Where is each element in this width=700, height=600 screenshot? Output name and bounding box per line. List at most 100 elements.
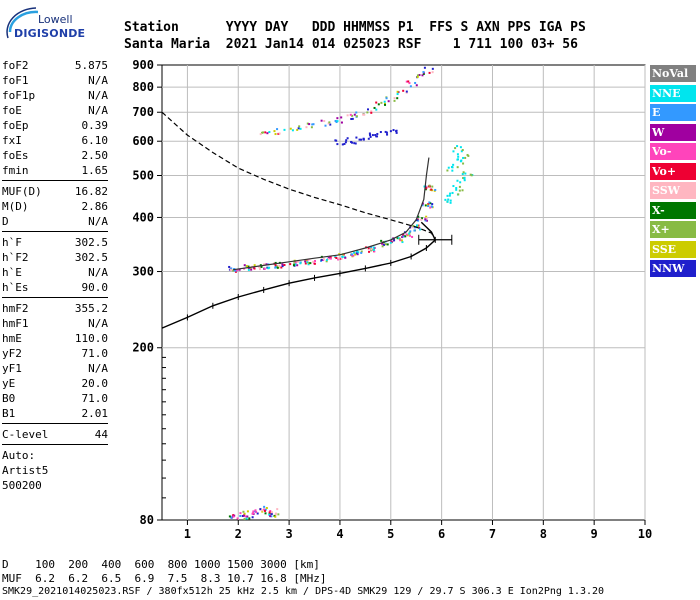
echo-point — [459, 146, 462, 149]
legend-item-nne: NNE — [650, 84, 696, 102]
echo-point — [261, 131, 264, 134]
echo-point — [274, 266, 277, 269]
echo-point — [306, 259, 309, 262]
echo-point — [431, 205, 434, 208]
echo-point — [351, 117, 354, 120]
echo-point — [343, 142, 346, 145]
echo-point — [383, 100, 386, 103]
param-label: foF2 — [2, 59, 29, 72]
echo-point — [251, 512, 254, 515]
echo-point — [431, 71, 434, 74]
echo-point — [370, 245, 373, 248]
echo-point — [265, 263, 268, 266]
param-label: foE — [2, 104, 22, 117]
echo-point — [424, 204, 427, 207]
param-label: hmF1 — [2, 317, 29, 330]
echo-point — [259, 264, 262, 267]
echo-point — [458, 185, 461, 188]
echo-point — [246, 515, 249, 518]
echo-point — [389, 130, 392, 133]
y-tick-label: 700 — [132, 105, 154, 119]
y-tick-label: 900 — [132, 58, 154, 72]
plot-frame — [161, 64, 646, 521]
echo-point — [345, 139, 348, 142]
echo-point — [434, 188, 437, 191]
echo-point — [306, 261, 309, 264]
echo-point — [409, 85, 412, 88]
echo-point — [294, 261, 297, 264]
echo-point — [248, 517, 251, 520]
echo-point — [425, 219, 428, 222]
param-label: foEs — [2, 149, 29, 162]
echo-point — [404, 235, 407, 238]
echo-point — [339, 257, 342, 260]
echo-point — [356, 253, 359, 256]
echo-point — [382, 244, 385, 247]
echo-point — [370, 248, 373, 251]
echo-point — [470, 174, 473, 177]
echo-point — [340, 257, 343, 260]
echo-point — [277, 513, 280, 516]
echo-point — [344, 256, 347, 259]
legend-item-x-: X+ — [650, 221, 696, 238]
param-label: h`E — [2, 266, 22, 279]
echo-point — [455, 188, 458, 191]
echo-point — [334, 255, 337, 258]
y-tick-label: 800 — [132, 80, 154, 94]
echo-point — [340, 121, 343, 124]
echo-point — [418, 226, 421, 229]
echo-point — [376, 132, 379, 135]
param-row-hme: hmE 110.0 — [2, 331, 108, 346]
echo-point — [384, 243, 387, 246]
echo-point — [413, 226, 416, 229]
echo-point — [462, 156, 465, 159]
echo-point — [374, 134, 377, 137]
echo-point — [456, 153, 459, 156]
echo-point — [416, 76, 419, 79]
echo-point — [233, 269, 236, 272]
echo-point — [451, 166, 454, 169]
param-row-md: M(D) 2.86 — [2, 199, 108, 214]
echo-point — [456, 145, 459, 148]
echo-point — [328, 121, 331, 124]
echo-point — [369, 133, 372, 136]
echo-point — [419, 228, 422, 231]
echo-point — [353, 251, 356, 254]
echo-point — [325, 260, 328, 263]
echo-point — [405, 80, 408, 83]
echo-point — [340, 116, 343, 119]
param-row-fof1: foF1 N/A — [2, 73, 108, 88]
echo-point — [462, 162, 465, 165]
echo-point — [323, 120, 326, 123]
echo-point — [354, 253, 357, 256]
echo-point — [355, 136, 358, 139]
echo-point — [451, 191, 454, 194]
param-label: h`F — [2, 236, 22, 249]
echo-point — [283, 263, 286, 266]
echo-point — [266, 132, 269, 135]
echo-point — [402, 235, 405, 238]
echo-point — [296, 128, 299, 131]
echo-point — [299, 127, 302, 130]
echo-point — [405, 91, 408, 94]
echo-point — [346, 137, 349, 140]
param-value: 2.01 — [81, 407, 109, 420]
echo-point — [243, 512, 246, 515]
echo-point — [263, 505, 266, 508]
param-row-foes: foEs 2.50 — [2, 148, 108, 163]
param-value: 302.5 — [74, 251, 108, 264]
echo-point — [306, 122, 309, 125]
param-row-hes: h`Es 90.0 — [2, 280, 108, 295]
divider — [2, 231, 108, 232]
echo-point — [325, 258, 328, 261]
echo-point — [252, 510, 255, 513]
header-labels: Station YYYY DAY DDD HHMMSS P1 FFS S AXN… — [124, 20, 586, 35]
echo-point — [355, 250, 358, 253]
echo-point — [270, 511, 273, 514]
echo-point — [242, 510, 245, 513]
param-row-fxi: fxI 6.10 — [2, 133, 108, 148]
muf-distance-header: D 100 200 400 600 800 1000 1500 3000 [km… — [2, 558, 320, 571]
param-row-mufd: MUF(D) 16.82 — [2, 184, 108, 199]
param-row-hf: h`F 302.5 — [2, 235, 108, 250]
echo-point — [292, 264, 295, 267]
